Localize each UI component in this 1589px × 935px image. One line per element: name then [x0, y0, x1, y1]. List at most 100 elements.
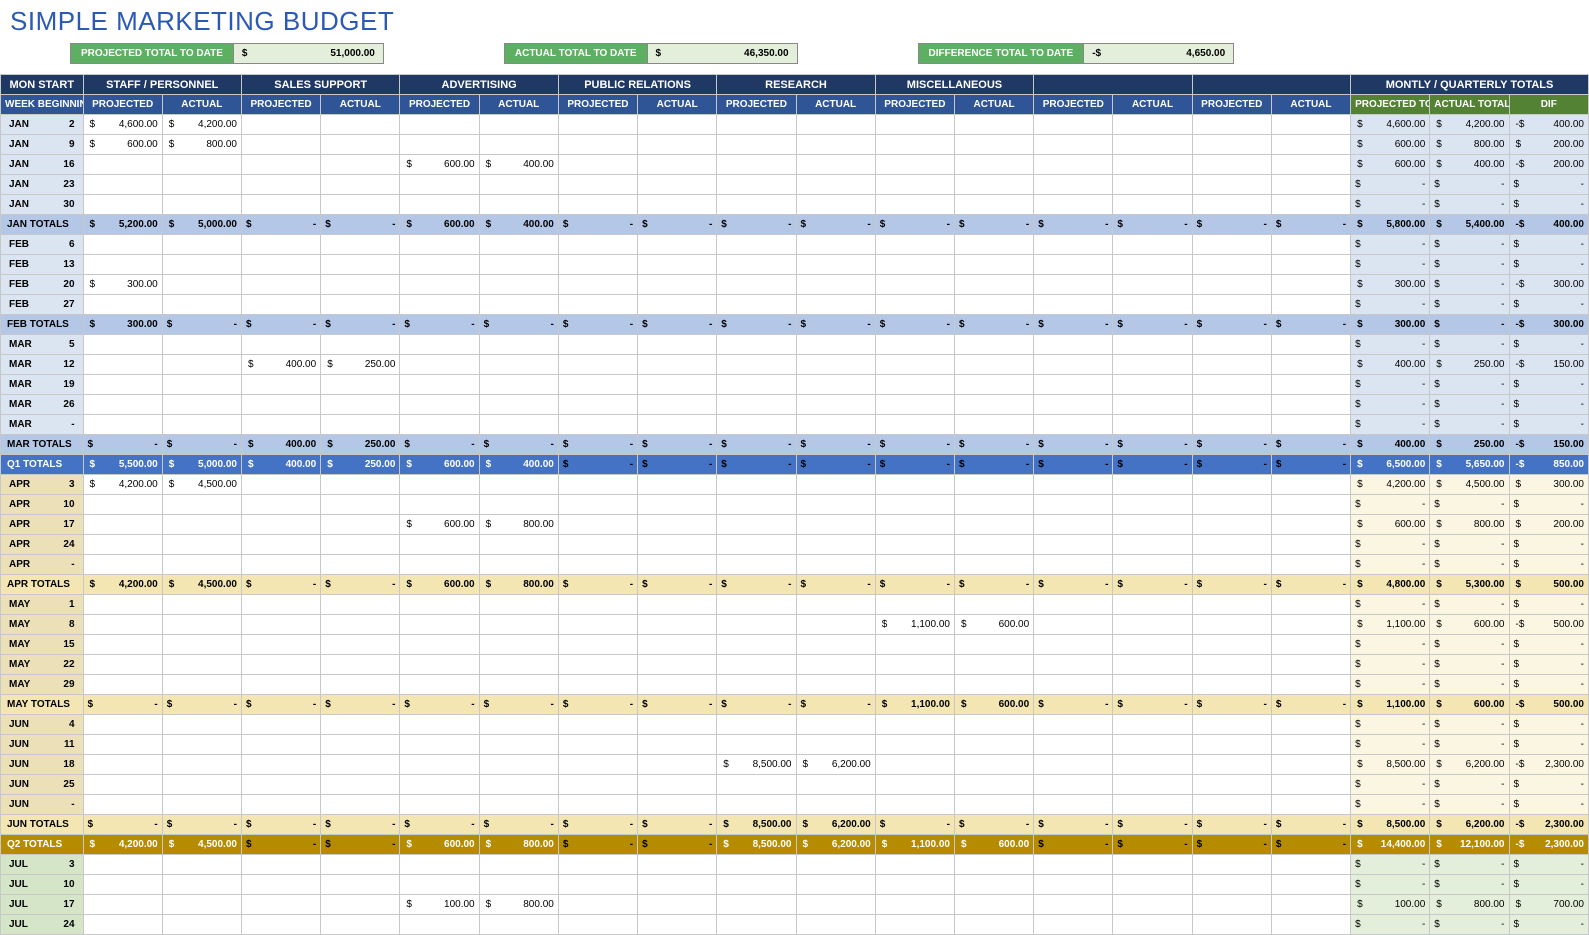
cell[interactable] [1034, 555, 1113, 575]
cell[interactable] [1113, 275, 1192, 295]
cell[interactable] [638, 235, 717, 255]
cell[interactable] [717, 515, 796, 535]
week-label[interactable]: APR17 [1, 515, 84, 535]
cell[interactable] [717, 555, 796, 575]
cell[interactable] [717, 855, 796, 875]
cell[interactable] [321, 735, 400, 755]
cell[interactable] [1271, 875, 1350, 895]
cell[interactable] [400, 735, 479, 755]
cell[interactable] [1113, 355, 1192, 375]
cell[interactable] [162, 235, 241, 255]
cell[interactable] [1192, 855, 1271, 875]
cell[interactable] [558, 415, 637, 435]
cell[interactable] [1192, 275, 1271, 295]
cell[interactable] [479, 195, 558, 215]
cell[interactable] [1271, 335, 1350, 355]
cell[interactable] [241, 855, 320, 875]
cell[interactable] [796, 495, 875, 515]
cell[interactable] [717, 675, 796, 695]
cell[interactable] [875, 855, 954, 875]
cell[interactable] [83, 675, 162, 695]
cell[interactable] [162, 375, 241, 395]
cell[interactable] [479, 735, 558, 755]
cell[interactable] [83, 855, 162, 875]
cell[interactable] [479, 755, 558, 775]
week-label[interactable]: FEB20 [1, 275, 84, 295]
week-label[interactable]: FEB13 [1, 255, 84, 275]
cell[interactable] [162, 915, 241, 935]
cell[interactable] [321, 135, 400, 155]
cell[interactable] [1271, 915, 1350, 935]
week-label[interactable]: MAY8 [1, 615, 84, 635]
cell[interactable] [796, 715, 875, 735]
cell[interactable] [400, 775, 479, 795]
cell[interactable] [1034, 875, 1113, 895]
cell[interactable] [83, 355, 162, 375]
cell[interactable] [954, 355, 1033, 375]
cell[interactable] [558, 775, 637, 795]
cell[interactable] [717, 355, 796, 375]
cell[interactable] [638, 335, 717, 355]
cell[interactable] [796, 395, 875, 415]
cell[interactable] [400, 635, 479, 655]
cell[interactable] [241, 335, 320, 355]
cell[interactable] [1271, 635, 1350, 655]
cell[interactable] [321, 175, 400, 195]
cell[interactable] [558, 535, 637, 555]
cell[interactable] [83, 495, 162, 515]
cell[interactable] [162, 495, 241, 515]
cell[interactable] [954, 195, 1033, 215]
cell[interactable] [1113, 535, 1192, 555]
cell[interactable] [558, 895, 637, 915]
cell[interactable] [162, 395, 241, 415]
cell[interactable] [638, 655, 717, 675]
cell[interactable] [479, 875, 558, 895]
cell[interactable] [1192, 235, 1271, 255]
cell[interactable] [954, 415, 1033, 435]
cell[interactable] [1192, 595, 1271, 615]
cell[interactable] [717, 235, 796, 255]
cell[interactable] [875, 475, 954, 495]
cell[interactable] [321, 715, 400, 735]
cell[interactable] [1113, 135, 1192, 155]
cell[interactable] [558, 355, 637, 375]
cell[interactable] [162, 295, 241, 315]
cell[interactable] [1113, 475, 1192, 495]
cell[interactable] [1113, 295, 1192, 315]
cell[interactable] [875, 375, 954, 395]
cell[interactable] [162, 795, 241, 815]
week-label[interactable]: FEB27 [1, 295, 84, 315]
cell[interactable] [1113, 235, 1192, 255]
cell[interactable] [1271, 135, 1350, 155]
cell[interactable] [954, 175, 1033, 195]
cell[interactable] [1034, 495, 1113, 515]
cell[interactable] [796, 515, 875, 535]
cell[interactable] [162, 155, 241, 175]
cell[interactable] [717, 155, 796, 175]
cell[interactable] [638, 875, 717, 895]
week-label[interactable]: APR- [1, 555, 84, 575]
cell[interactable] [717, 115, 796, 135]
cell[interactable] [241, 875, 320, 895]
cell[interactable] [162, 175, 241, 195]
cell[interactable] [241, 235, 320, 255]
cell[interactable] [954, 675, 1033, 695]
cell[interactable] [717, 915, 796, 935]
cell[interactable] [1271, 475, 1350, 495]
cell[interactable] [83, 295, 162, 315]
cell[interactable] [321, 335, 400, 355]
cell[interactable] [1271, 755, 1350, 775]
cell[interactable] [954, 875, 1033, 895]
cell[interactable] [558, 635, 637, 655]
cell[interactable]: $100.00 [400, 895, 479, 915]
cell[interactable] [875, 535, 954, 555]
cell[interactable] [400, 655, 479, 675]
cell[interactable] [1113, 615, 1192, 635]
cell[interactable] [638, 635, 717, 655]
cell[interactable] [1192, 475, 1271, 495]
cell[interactable] [1192, 675, 1271, 695]
cell[interactable] [954, 755, 1033, 775]
cell[interactable] [83, 715, 162, 735]
cell[interactable] [162, 635, 241, 655]
cell[interactable] [241, 115, 320, 135]
